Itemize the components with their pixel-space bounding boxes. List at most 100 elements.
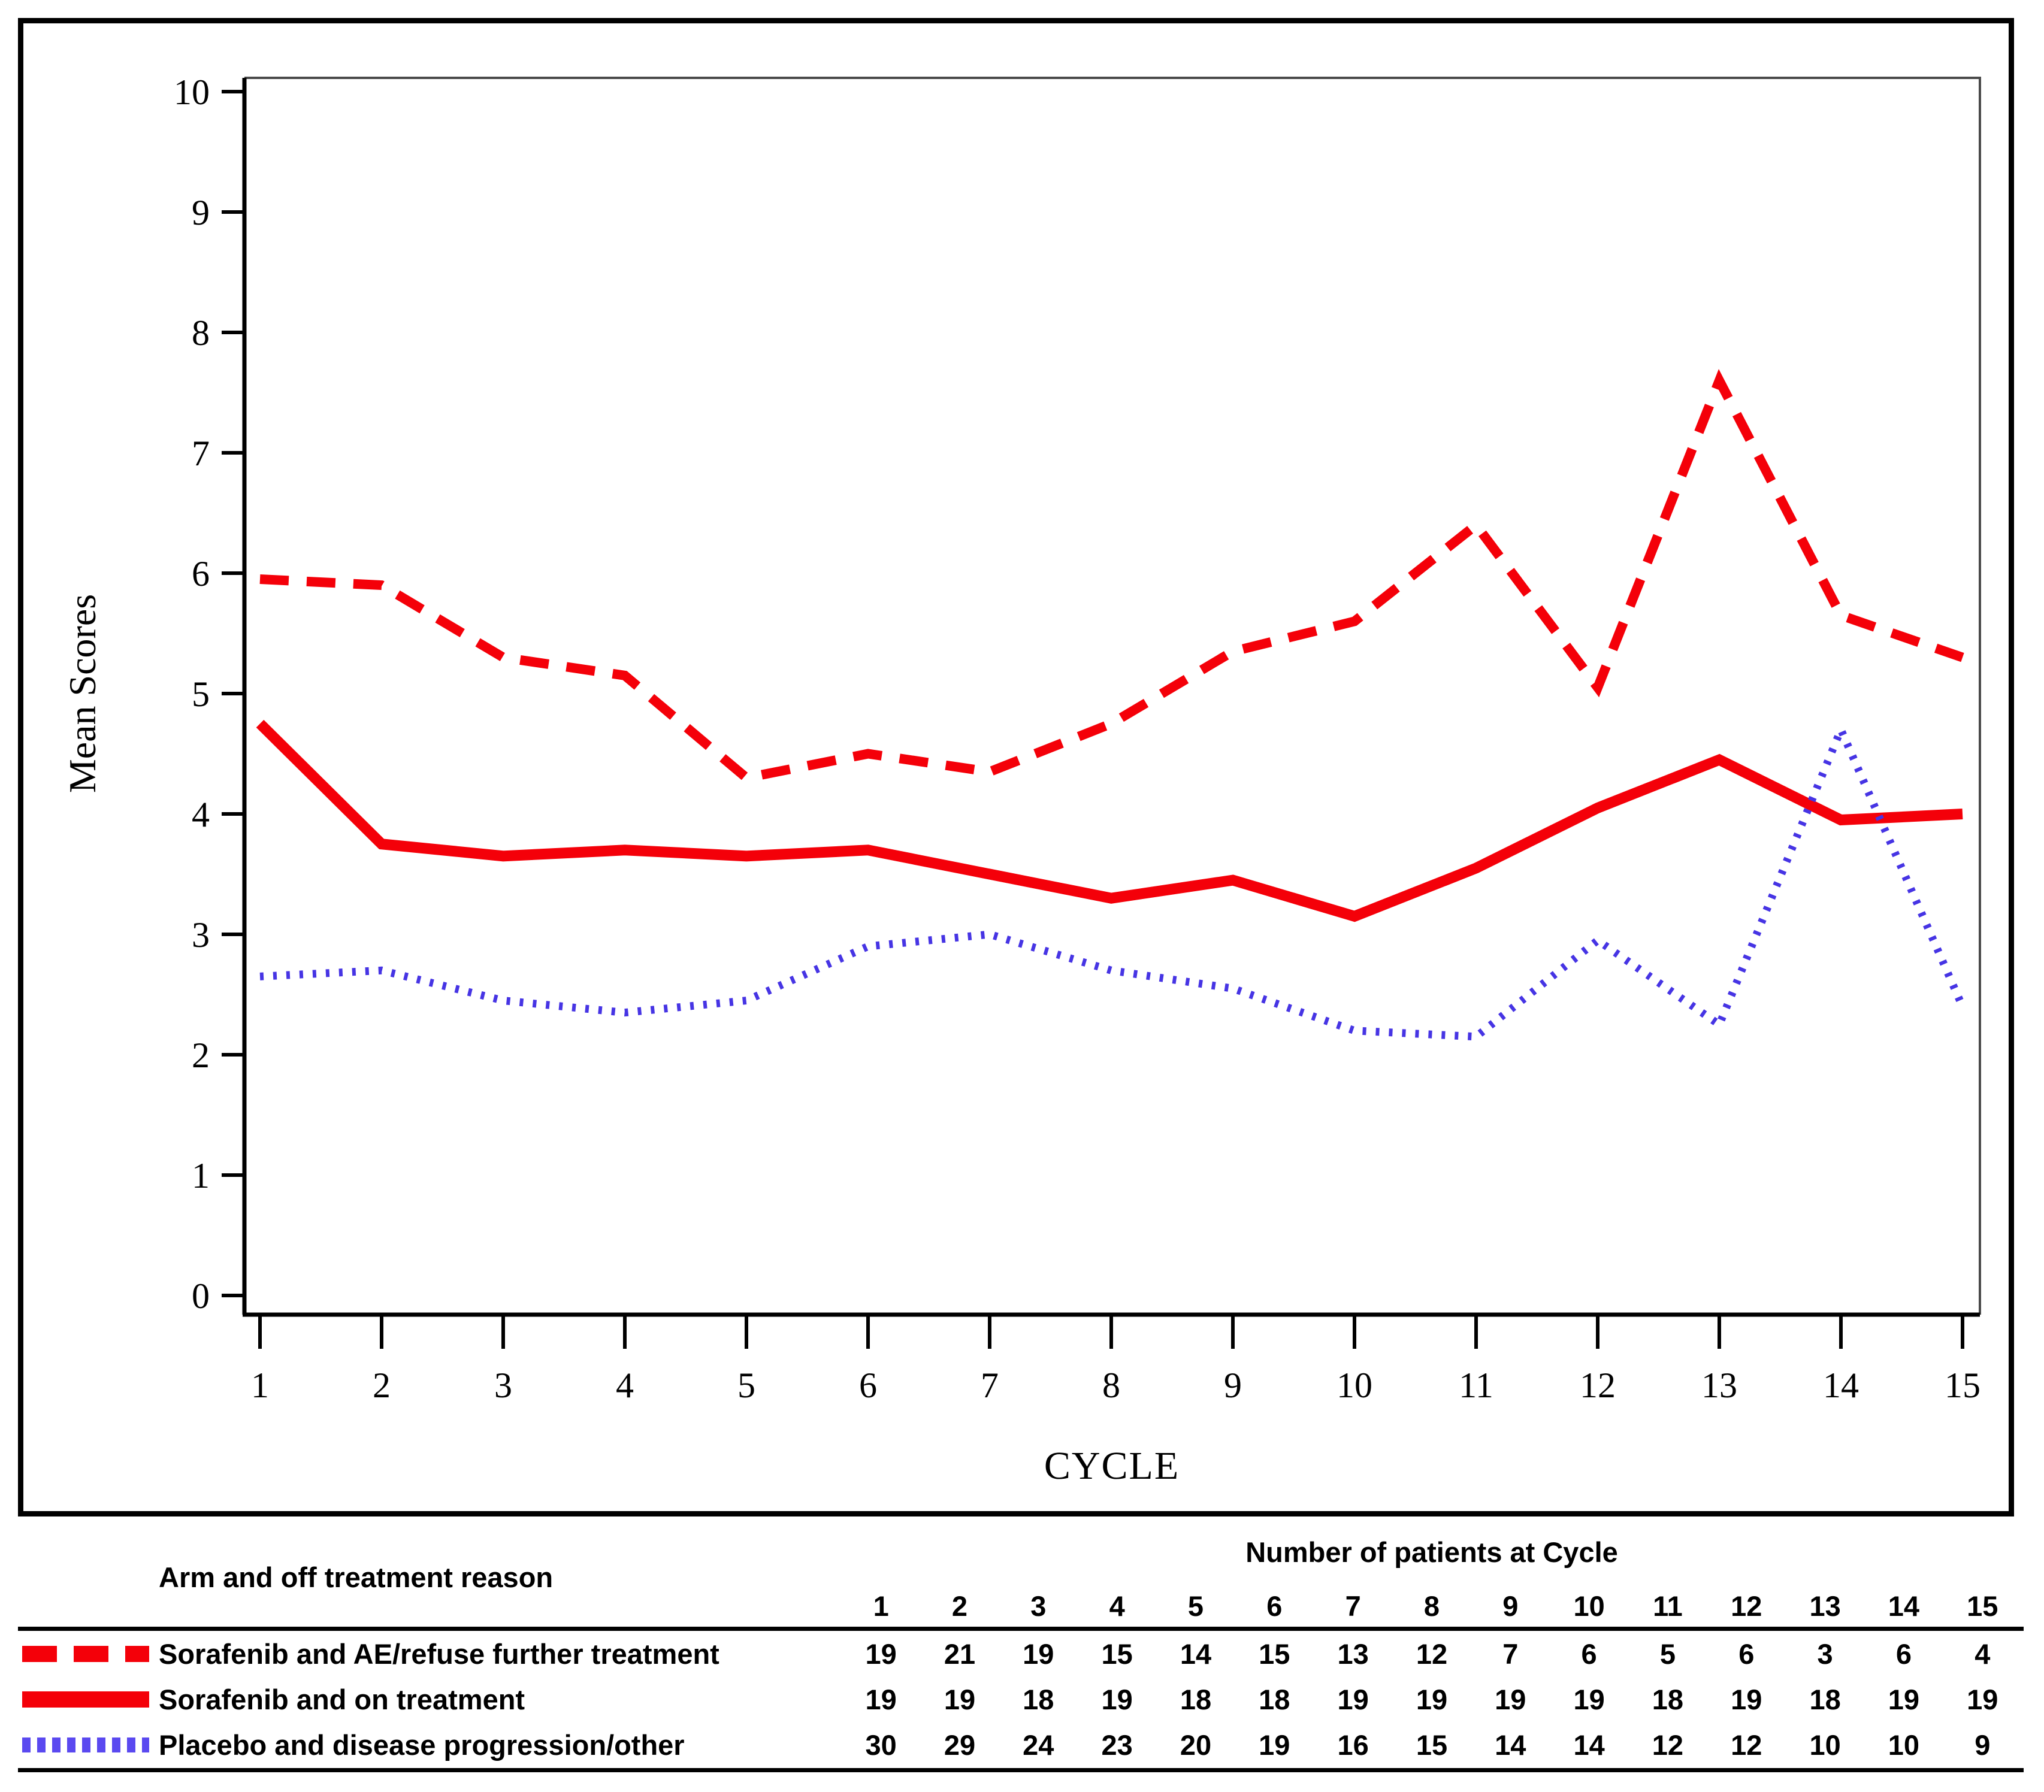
legend-swatch-cell	[0, 1645, 159, 1662]
y-tick-label: 3	[192, 915, 210, 955]
x-tick-label: 10	[1337, 1366, 1372, 1405]
patient-count-cell: 14	[1495, 1729, 1526, 1761]
x-tick-label: 1	[251, 1366, 269, 1405]
legend-swatch-cell	[0, 1737, 159, 1752]
y-tick-label: 8	[192, 313, 210, 353]
x-tick-label: 3	[494, 1366, 512, 1405]
legend-swatch-solid-red	[22, 1691, 149, 1708]
patient-count-cell: 14	[1573, 1729, 1605, 1761]
patient-count-cell: 19	[1259, 1729, 1290, 1761]
patient-count-cell: 12	[1416, 1637, 1448, 1670]
cycle-column-headers: 1 2 3 4 5 6 7 8 9 10 11 12 13 14 15	[842, 1590, 2022, 1623]
patient-count-cell: 6	[1581, 1637, 1597, 1670]
patient-count-cell: 19	[1023, 1637, 1054, 1670]
patient-count-cells: 19 19 18 19 18 18 19 19 19 19 18 19 18 19 19	[842, 1683, 2022, 1716]
patient-count-cell: 18	[1652, 1683, 1684, 1715]
patient-count-cell: 4	[1975, 1637, 1991, 1670]
series-line-dotted	[259, 719, 1966, 1041]
cycle-column-header-row: 1 2 3 4 5 6 7 8 9 10 11 12 13 14 15	[0, 1590, 2044, 1623]
table-bottom-rule	[18, 1768, 2024, 1772]
patient-count-cell: 19	[944, 1683, 976, 1715]
cycle-column-label: 15	[1967, 1590, 1998, 1622]
y-tick-label: 4	[192, 795, 210, 834]
cycle-column-label: 7	[1345, 1590, 1361, 1622]
patient-count-cell: 29	[944, 1729, 976, 1761]
patient-count-cell: 10	[1888, 1729, 1920, 1761]
cycle-column-label: 14	[1888, 1590, 1920, 1622]
patient-count-cell: 19	[1731, 1683, 1762, 1715]
cycle-column-label: 6	[1266, 1590, 1283, 1622]
y-tick-label: 10	[174, 72, 210, 112]
series-label: Sorafenib and on treatment	[159, 1683, 525, 1715]
patient-count-cell: 18	[1259, 1683, 1290, 1715]
patient-count-cell: 15	[1416, 1729, 1448, 1761]
patient-count-cell: 19	[1337, 1683, 1369, 1715]
cycle-column-label: 10	[1573, 1590, 1605, 1622]
patient-count-cell: 15	[1101, 1637, 1133, 1670]
patient-count-cell: 3	[1817, 1637, 1833, 1670]
y-tick-label: 2	[192, 1036, 210, 1075]
x-tick-label: 14	[1823, 1366, 1859, 1405]
patient-count-cell: 5	[1659, 1637, 1676, 1670]
x-tick-label: 4	[616, 1366, 634, 1405]
x-tick-label: 13	[1701, 1366, 1737, 1405]
patient-count-cell: 9	[1975, 1729, 1991, 1761]
table-top-rule	[18, 1627, 2024, 1631]
figure-border	[18, 18, 2014, 1516]
cycle-column-label: 8	[1423, 1590, 1440, 1622]
patients-at-cycle-header: Number of patients at Cycle	[1245, 1536, 1618, 1568]
column-header-spacer	[0, 1590, 842, 1623]
patient-count-cell: 15	[1259, 1637, 1290, 1670]
patient-count-cell: 20	[1180, 1729, 1212, 1761]
table-row: Placebo and disease progression/other 30 2…	[0, 1722, 2044, 1767]
x-tick-label: 6	[859, 1366, 877, 1405]
patient-count-cell: 10	[1809, 1729, 1841, 1761]
legend-swatch-dashed-red	[22, 1645, 149, 1662]
patient-count-cell: 12	[1652, 1729, 1684, 1761]
series-label: Sorafenib and AE/refuse further treatmen…	[159, 1637, 719, 1670]
cycle-column-label: 12	[1731, 1590, 1762, 1622]
legend-rows: Sorafenib and AE/refuse further treatmen…	[0, 1631, 2044, 1767]
patient-count-cell: 19	[1101, 1683, 1133, 1715]
x-axis-label: CYCLE	[1044, 1444, 1180, 1488]
patient-count-cell: 12	[1731, 1729, 1762, 1761]
x-tick-label: 15	[1945, 1366, 1980, 1405]
y-axis-label: Mean Scores	[61, 594, 104, 794]
patient-count-cell: 19	[1888, 1683, 1920, 1715]
patient-count-cell: 18	[1023, 1683, 1054, 1715]
x-tick-label: 7	[981, 1366, 999, 1405]
cycle-column-label: 13	[1809, 1590, 1841, 1622]
patient-count-table: Number of patients at Cycle Arm and off …	[0, 1527, 2044, 1792]
patient-count-cell: 6	[1738, 1637, 1755, 1670]
y-tick-label: 0	[192, 1276, 210, 1316]
patient-count-cell: 21	[944, 1637, 976, 1670]
y-tick-label: 9	[192, 193, 210, 232]
patient-count-cell: 14	[1180, 1637, 1212, 1670]
legend-swatch-dotted-blue	[22, 1737, 149, 1752]
patient-count-cell: 19	[1573, 1683, 1605, 1715]
cycle-column-label: 4	[1109, 1590, 1125, 1622]
patient-count-cell: 19	[1495, 1683, 1526, 1715]
x-tick-label: 5	[737, 1366, 755, 1405]
y-tick-label: 5	[192, 674, 210, 714]
patient-count-cell: 19	[1416, 1683, 1448, 1715]
series-line-dashed	[259, 369, 1964, 783]
x-tick-label: 12	[1580, 1366, 1616, 1405]
y-tick-label: 1	[192, 1156, 210, 1195]
legend-swatch-cell	[0, 1691, 159, 1708]
patient-count-cell: 19	[1967, 1683, 1998, 1715]
patient-count-cell: 6	[1895, 1637, 1912, 1670]
table-row: Sorafenib and AE/refuse further treatmen…	[0, 1631, 2044, 1676]
y-tick-label: 6	[192, 554, 210, 594]
patient-count-cells: 19 21 19 15 14 15 13 12 7 6 5 6 3 6 4	[842, 1637, 2022, 1670]
patient-count-cell: 30	[865, 1729, 897, 1761]
patient-count-cell: 24	[1023, 1729, 1054, 1761]
x-tick-label: 11	[1459, 1366, 1493, 1405]
patient-count-cell: 19	[865, 1683, 897, 1715]
plot-frame	[244, 77, 1981, 1315]
cycle-column-label: 2	[951, 1590, 968, 1622]
arm-reason-header: Arm and off treatment reason	[159, 1561, 554, 1593]
patient-count-cell: 19	[865, 1637, 897, 1670]
patient-count-cell: 13	[1337, 1637, 1369, 1670]
